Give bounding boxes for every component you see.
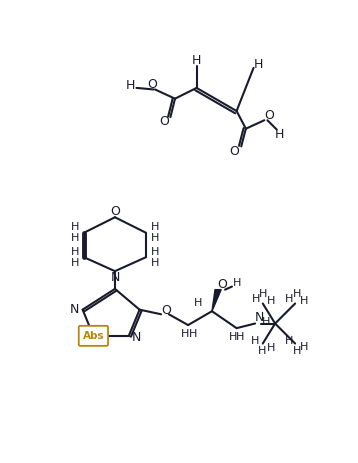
Text: N: N	[255, 311, 265, 324]
Text: H: H	[262, 317, 270, 327]
Text: H: H	[71, 247, 79, 257]
Text: H: H	[267, 343, 275, 353]
Text: H: H	[126, 79, 135, 92]
Text: H: H	[71, 258, 79, 268]
Text: O: O	[148, 77, 158, 91]
Text: N: N	[132, 331, 141, 344]
Text: H: H	[71, 222, 79, 232]
Text: H: H	[300, 296, 309, 306]
Text: H: H	[254, 57, 263, 70]
Text: O: O	[161, 304, 171, 317]
Text: H: H	[285, 336, 293, 346]
Text: H: H	[192, 55, 201, 68]
Text: H: H	[151, 233, 159, 243]
Text: H: H	[259, 289, 268, 299]
Text: O: O	[217, 278, 227, 291]
Text: O: O	[159, 115, 169, 128]
Text: H: H	[228, 332, 237, 342]
Text: H: H	[236, 332, 245, 342]
Text: H: H	[194, 299, 202, 308]
Text: Abs: Abs	[83, 331, 104, 341]
Text: H: H	[151, 258, 159, 268]
Text: O: O	[110, 205, 120, 218]
Text: H: H	[151, 247, 159, 257]
Text: H: H	[151, 222, 159, 232]
Text: H: H	[252, 294, 260, 304]
Text: H: H	[267, 296, 275, 306]
Text: N: N	[110, 271, 120, 284]
Text: H: H	[71, 233, 79, 243]
Text: H: H	[285, 294, 293, 304]
Text: H: H	[233, 278, 242, 288]
Text: H: H	[258, 346, 266, 356]
Text: H: H	[300, 342, 309, 351]
Text: H: H	[181, 329, 189, 338]
Text: N: N	[70, 303, 79, 316]
Text: H: H	[251, 336, 259, 346]
Text: H: H	[293, 289, 302, 299]
Text: H: H	[189, 329, 197, 338]
Text: O: O	[229, 144, 239, 157]
Polygon shape	[212, 290, 221, 311]
FancyBboxPatch shape	[79, 326, 108, 346]
Text: H: H	[293, 346, 302, 356]
Text: H: H	[275, 128, 284, 141]
Text: O: O	[264, 109, 274, 122]
